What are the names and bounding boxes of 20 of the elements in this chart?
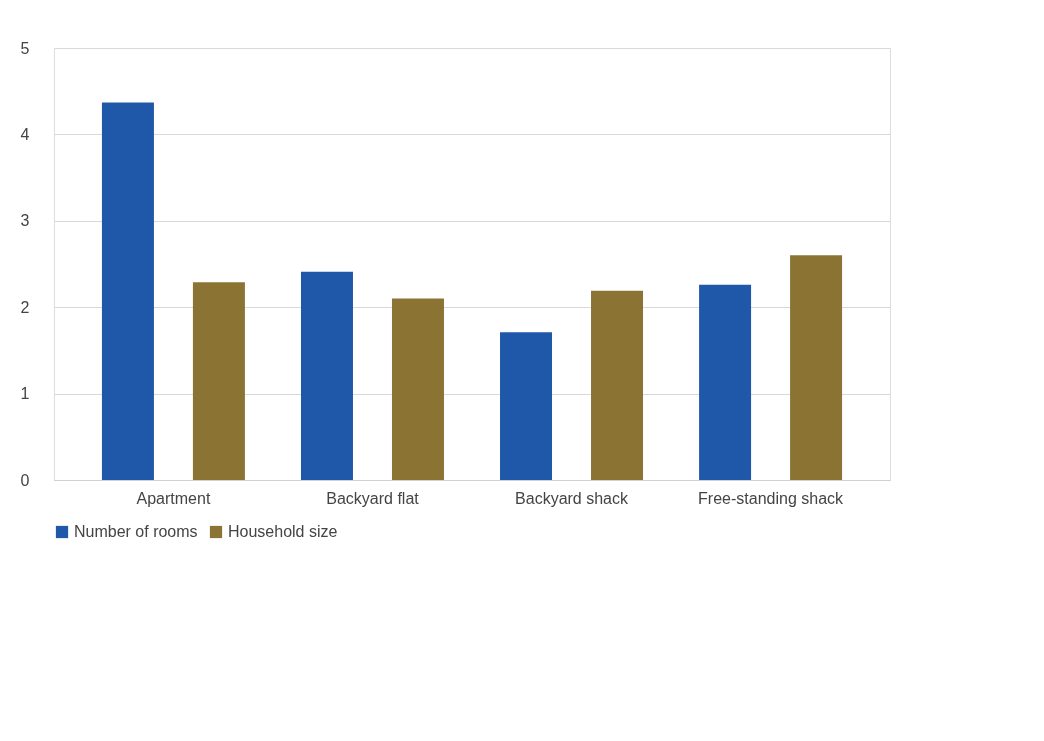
y-tick-label: 2 (20, 298, 30, 316)
y-tick-label: 1 (20, 385, 30, 403)
bar (500, 332, 553, 480)
y-tick-label: 5 (20, 39, 30, 57)
bar (391, 298, 444, 480)
bar (192, 282, 245, 480)
bar (790, 255, 843, 480)
x-tick-label: Free-standing shack (698, 489, 845, 507)
bar (300, 271, 353, 480)
x-tick-label: Backyard shack (515, 489, 629, 507)
bar (699, 284, 752, 480)
bar (591, 290, 644, 480)
bar (101, 102, 154, 480)
y-tick-label: 3 (20, 212, 30, 230)
legend-label: Number of rooms (74, 523, 198, 540)
x-tick-label: Apartment (136, 489, 211, 507)
legend-label: Household size (228, 523, 338, 540)
y-tick-label: 0 (20, 471, 30, 489)
y-tick-label: 4 (20, 125, 30, 143)
x-tick-label: Backyard flat (326, 489, 420, 507)
